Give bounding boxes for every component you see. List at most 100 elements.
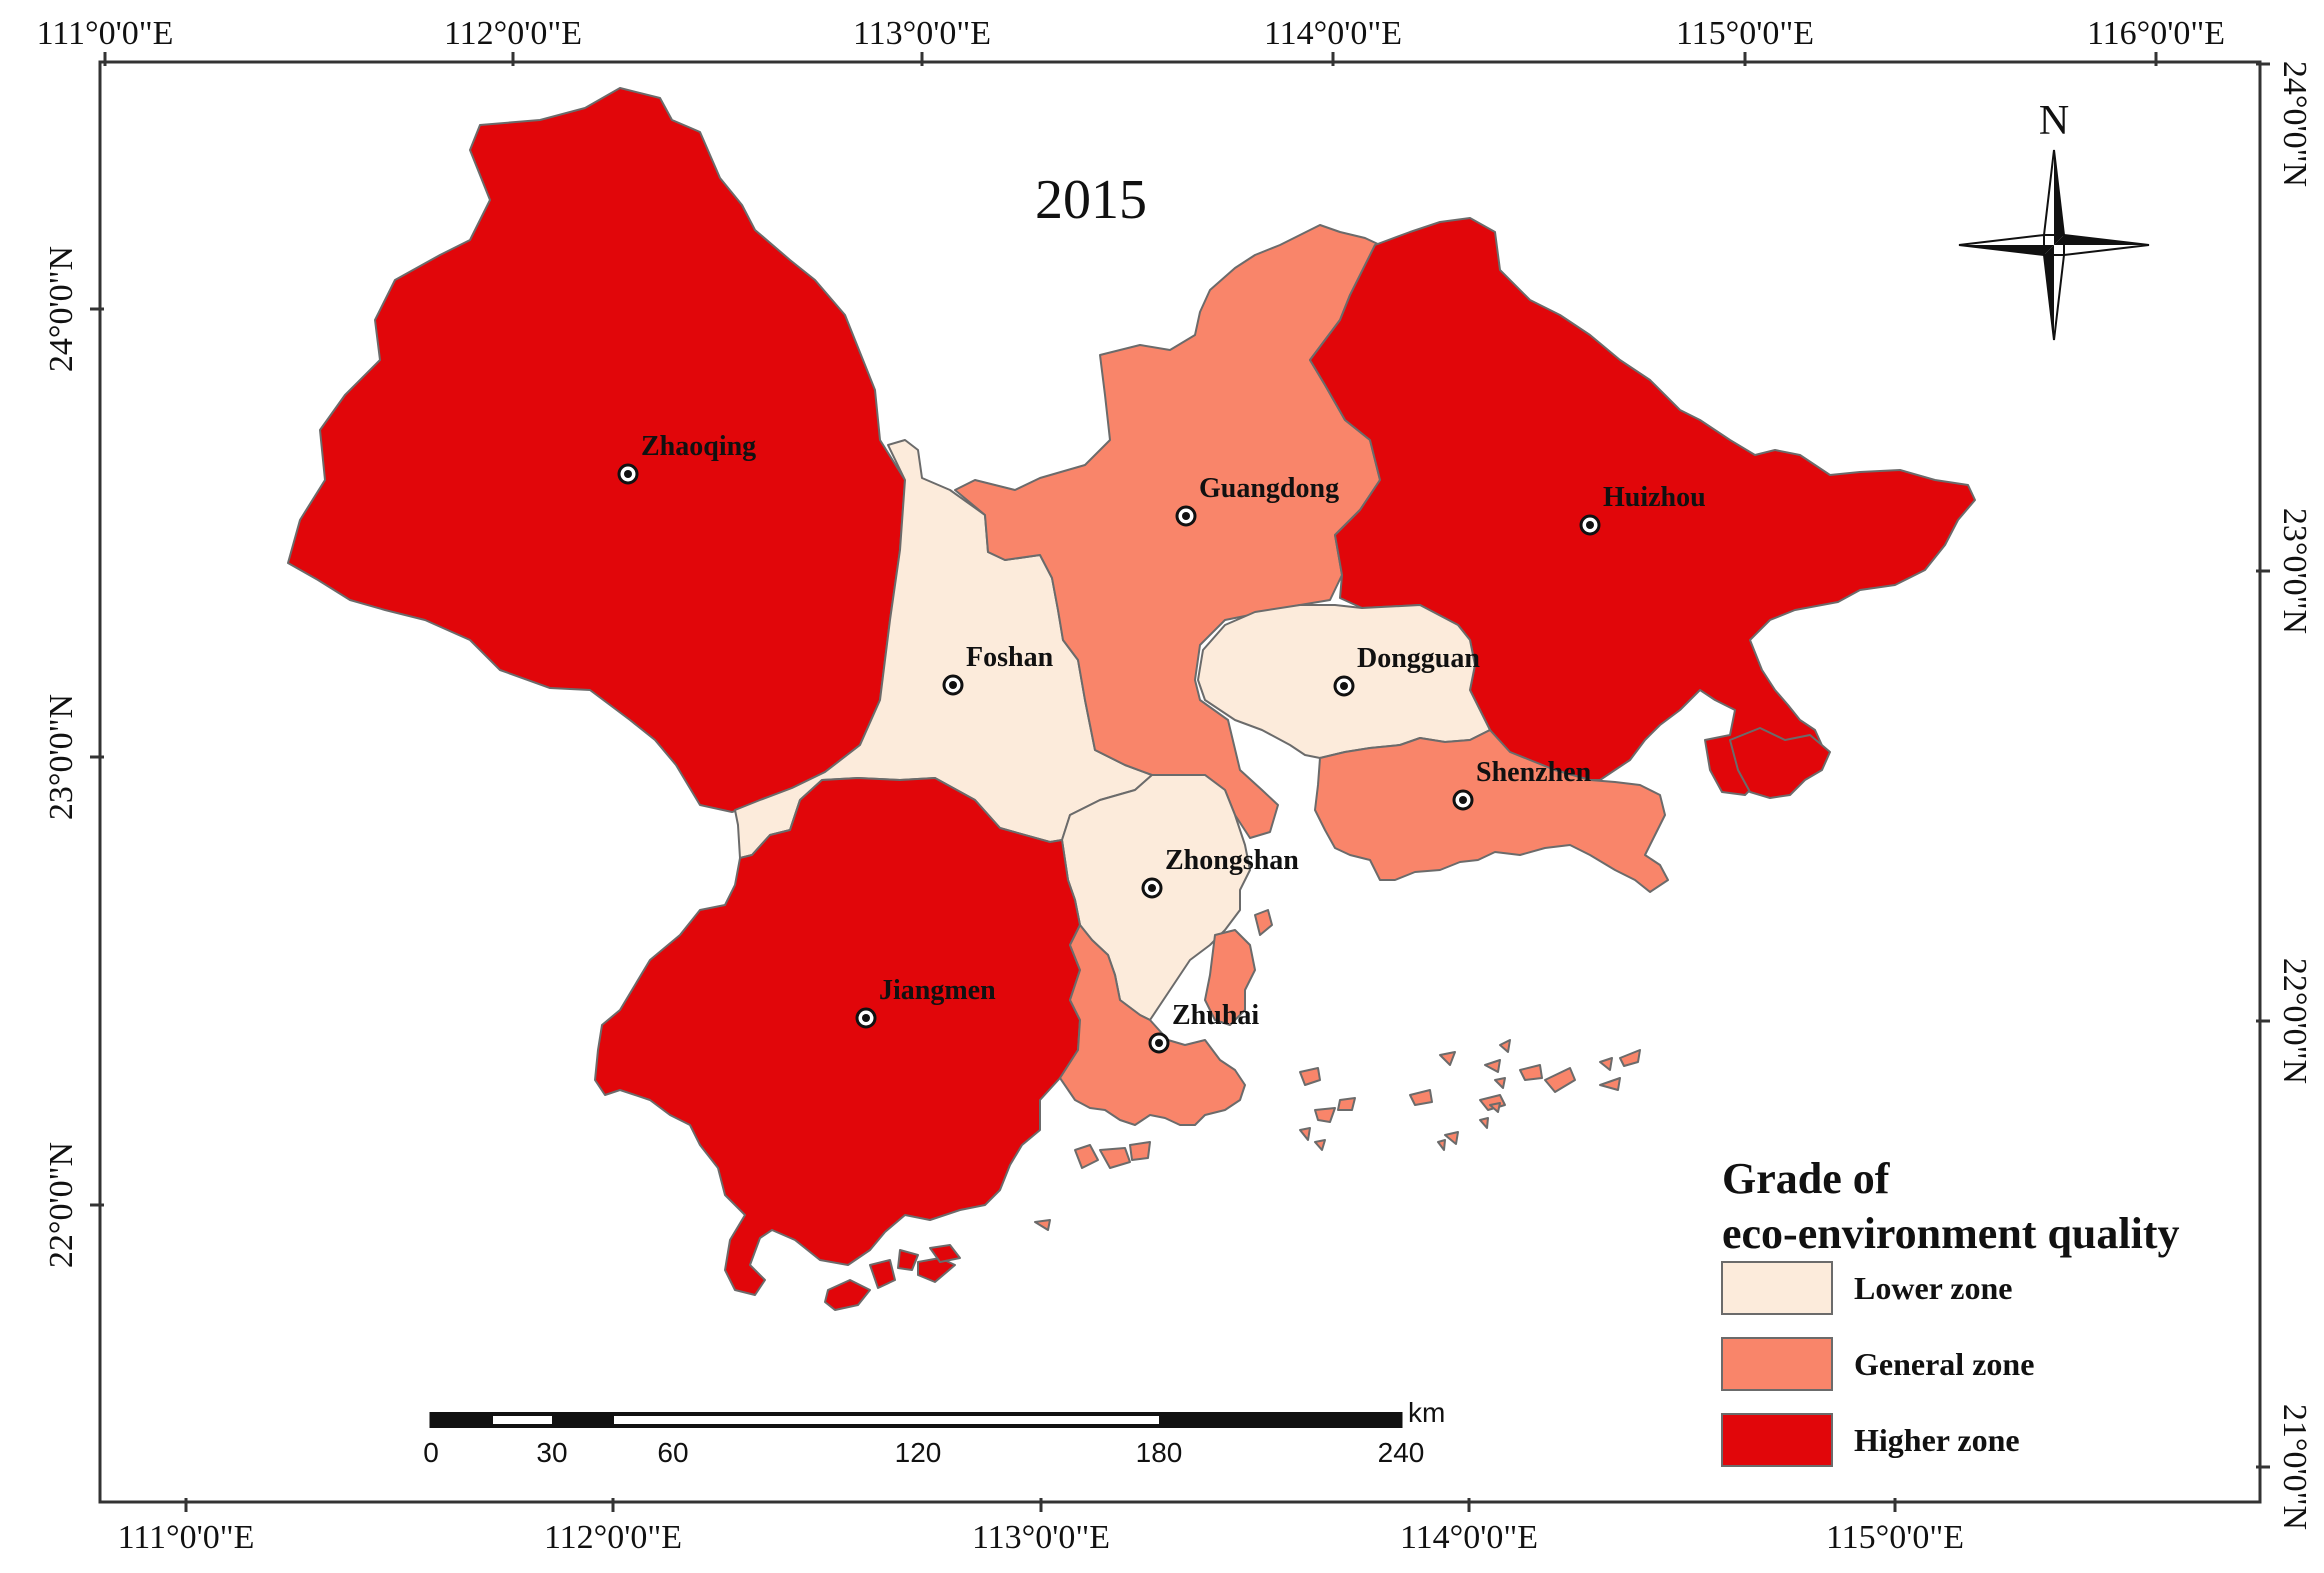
scale-tick-label: 0: [423, 1437, 439, 1468]
region-zhaoqing[interactable]: [287, 87, 906, 813]
island-zhuhai-22[interactable]: [1299, 1127, 1311, 1141]
legend: Grade of eco-environment quality Lower z…: [1721, 1154, 2180, 1467]
island-zhuhai-12[interactable]: [1519, 1064, 1543, 1081]
island-zhuhai-16[interactable]: [1599, 1057, 1613, 1071]
island-zhuhai-5[interactable]: [1314, 1107, 1336, 1123]
region-zhuhai-island[interactable]: [1254, 909, 1273, 936]
scale-tick-label: 120: [895, 1437, 942, 1468]
scale-tick-label: 180: [1136, 1437, 1183, 1468]
city-marker-dot: [1155, 1039, 1163, 1047]
island-zhuhai-1[interactable]: [1074, 1144, 1099, 1169]
island-zhuhai-15[interactable]: [1599, 1077, 1621, 1091]
city-marker-dot: [1148, 884, 1156, 892]
legend-label-general: General zone: [1854, 1346, 2034, 1382]
map-frame: [98, 60, 2262, 1504]
island-jiangmen-3[interactable]: [897, 1249, 919, 1271]
scale-unit: km: [1408, 1397, 1445, 1428]
city-label: Zhuhai: [1172, 1000, 1259, 1031]
island-zhuhai-14[interactable]: [1499, 1039, 1511, 1053]
island-zhuhai-13[interactable]: [1544, 1067, 1576, 1093]
island-jiangmen-5[interactable]: [929, 1244, 961, 1263]
island-zhuhai-11[interactable]: [1494, 1077, 1506, 1089]
island-zhuhai-17[interactable]: [1619, 1049, 1641, 1067]
legend-label-higher: Higher zone: [1854, 1422, 2020, 1458]
legend-label-lower: Lower zone: [1854, 1270, 2012, 1306]
right-lat-label: 24°0'0"N: [2276, 61, 2313, 187]
left-lat-label: 24°0'0"N: [43, 246, 80, 372]
top-lon-label: 115°0'0"E: [1676, 15, 1814, 52]
city-marker-dot: [1182, 512, 1190, 520]
island-zhuhai-24[interactable]: [1034, 1219, 1051, 1231]
city-marker-dot: [1340, 682, 1348, 690]
top-lon-label: 114°0'0"E: [1264, 15, 1402, 52]
island-zhuhai-21[interactable]: [1437, 1139, 1446, 1151]
north-label: N: [2039, 98, 2069, 144]
island-jiangmen-2[interactable]: [869, 1259, 896, 1289]
island-zhuhai-6[interactable]: [1337, 1097, 1356, 1111]
city-zhuhai[interactable]: Zhuhai: [1148, 1000, 1259, 1054]
city-marker-dot: [1459, 796, 1467, 804]
legend-swatch-lower: [1721, 1261, 1833, 1315]
city-zhaoqing[interactable]: Zhaoqing: [617, 431, 756, 485]
city-label: Foshan: [966, 642, 1054, 673]
region-zhuhai-east[interactable]: [1204, 929, 1256, 1026]
city-zhongshan[interactable]: Zhongshan: [1141, 845, 1299, 899]
city-marker-dot: [624, 470, 632, 478]
city-guangdong[interactable]: Guangdong: [1175, 473, 1339, 527]
map-year-title: 2015: [1035, 169, 1147, 231]
scale-tick-label: 240: [1378, 1437, 1425, 1468]
city-label: Zhaoqing: [641, 431, 756, 462]
island-zhuhai-23[interactable]: [1314, 1139, 1326, 1151]
city-dongguan[interactable]: Dongguan: [1333, 643, 1480, 697]
top-lon-label: 116°0'0"E: [2087, 15, 2225, 52]
island-zhuhai-18[interactable]: [1489, 1102, 1501, 1113]
island-zhuhai-19[interactable]: [1444, 1131, 1459, 1145]
island-jiangmen-4[interactable]: [917, 1257, 956, 1283]
city-marker-dot: [862, 1014, 870, 1022]
region-shenzhen[interactable]: [1314, 729, 1669, 893]
city-markers: Zhaoqing Guangdong Huizhou Foshan Donggu…: [617, 431, 1706, 1054]
city-foshan[interactable]: Foshan: [942, 642, 1054, 696]
legend-title: Grade of: [1722, 1154, 1891, 1203]
region-zhuhai[interactable]: [1059, 924, 1246, 1126]
city-huizhou[interactable]: Huizhou: [1579, 482, 1706, 536]
city-label: Guangdong: [1199, 473, 1339, 504]
region-jiangmen[interactable]: [594, 777, 1081, 1296]
city-label: Dongguan: [1357, 643, 1480, 674]
island-zhuhai-2[interactable]: [1099, 1147, 1131, 1169]
legend-title: eco-environment quality: [1722, 1209, 2180, 1258]
right-lat-label: 21°0'0"N: [2276, 1404, 2313, 1530]
legend-swatch-general: [1721, 1337, 1833, 1391]
city-label: Shenzhen: [1476, 757, 1592, 788]
scale-tick-label: 30: [536, 1437, 567, 1468]
right-lat-label: 22°0'0"N: [2276, 958, 2313, 1084]
island-zhuhai-4[interactable]: [1299, 1067, 1321, 1086]
city-label: Jiangmen: [879, 975, 996, 1006]
city-marker-dot: [1586, 521, 1594, 529]
city-shenzhen[interactable]: Shenzhen: [1452, 757, 1592, 811]
right-lat-label: 23°0'0"N: [2276, 508, 2313, 634]
left-lat-label: 22°0'0"N: [43, 1142, 80, 1268]
north-arrow-icon: [1958, 149, 2150, 341]
bottom-lon-label: 115°0'0"E: [1826, 1519, 1964, 1556]
island-zhuhai-20[interactable]: [1479, 1117, 1489, 1129]
island-jiangmen-1[interactable]: [824, 1279, 871, 1311]
top-lon-label: 111°0'0"E: [37, 15, 174, 52]
left-lat-label: 23°0'0"N: [43, 694, 80, 820]
region-huizhou-south[interactable]: [1729, 727, 1831, 799]
city-label: Zhongshan: [1165, 845, 1299, 876]
island-zhuhai-10[interactable]: [1484, 1059, 1501, 1073]
bottom-lon-label: 111°0'0"E: [118, 1519, 255, 1556]
scale-bar: km 0 30 60 120 180 240: [423, 1397, 1445, 1468]
city-marker-dot: [949, 681, 957, 689]
regions: [287, 87, 1976, 1311]
island-zhuhai-3[interactable]: [1129, 1141, 1151, 1161]
bottom-lon-label: 113°0'0"E: [972, 1519, 1110, 1556]
region-guangdong[interactable]: [954, 224, 1381, 839]
legend-swatch-higher: [1721, 1413, 1833, 1467]
island-zhuhai-7[interactable]: [1409, 1089, 1433, 1106]
city-jiangmen[interactable]: Jiangmen: [855, 975, 996, 1029]
island-zhuhai-8[interactable]: [1439, 1051, 1456, 1066]
graticule-ticks: [90, 52, 2270, 1512]
